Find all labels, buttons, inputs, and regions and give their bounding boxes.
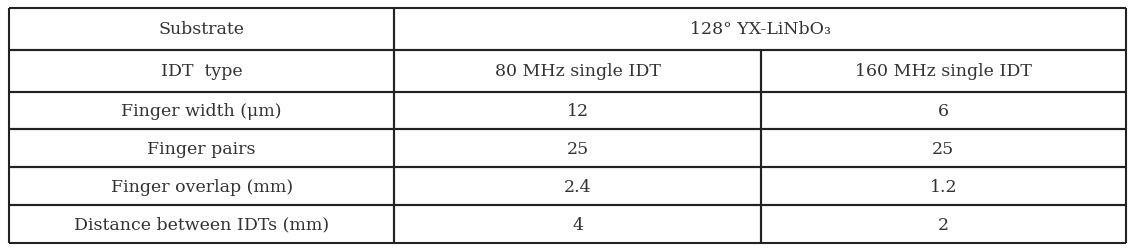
Text: 12: 12 (566, 103, 589, 120)
Text: 2: 2 (938, 216, 949, 233)
Bar (760, 92, 1126, 130)
Bar (394, 92, 760, 130)
Text: 1.2: 1.2 (930, 178, 957, 195)
Text: 6: 6 (938, 103, 949, 120)
Bar (9, 205, 394, 243)
Bar (9, 92, 394, 130)
Bar (394, 130, 760, 168)
Bar (9, 130, 394, 168)
Text: 80 MHz single IDT: 80 MHz single IDT (495, 63, 661, 80)
Text: 25: 25 (932, 140, 955, 157)
Text: 128° YX-LiNbO₃: 128° YX-LiNbO₃ (690, 21, 831, 38)
Text: IDT  type: IDT type (161, 63, 243, 80)
Bar (760, 130, 1126, 168)
Bar (760, 168, 1126, 205)
Text: Substrate: Substrate (159, 21, 245, 38)
Text: 4: 4 (572, 216, 583, 233)
Text: 25: 25 (566, 140, 589, 157)
Bar (9, 9, 394, 51)
Bar (394, 168, 760, 205)
Text: Finger overlap (mm): Finger overlap (mm) (111, 178, 293, 195)
Bar (9, 51, 394, 92)
Text: Finger width (μm): Finger width (μm) (121, 103, 281, 120)
Text: Distance between IDTs (mm): Distance between IDTs (mm) (74, 216, 329, 233)
Bar (394, 205, 760, 243)
Text: Finger pairs: Finger pairs (148, 140, 257, 157)
Bar (394, 51, 760, 92)
Text: 160 MHz single IDT: 160 MHz single IDT (855, 63, 1032, 80)
Bar (394, 9, 1126, 51)
Bar (760, 205, 1126, 243)
Bar (760, 51, 1126, 92)
Bar (9, 168, 394, 205)
Text: 2.4: 2.4 (564, 178, 591, 195)
